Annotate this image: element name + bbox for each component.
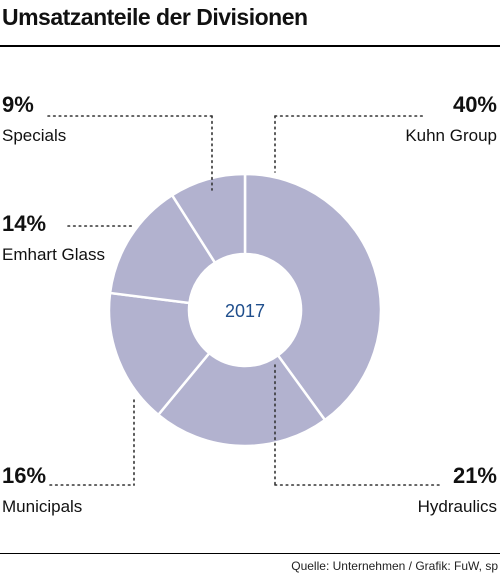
chart-title: Umsatzanteile der Divisionen bbox=[2, 4, 308, 30]
source-note: Quelle: Unternehmen / Grafik: FuW, sp bbox=[291, 559, 498, 573]
slice-value-emhart-glass: 14% bbox=[2, 211, 46, 236]
slice-label-emhart-glass: Emhart Glass bbox=[2, 245, 105, 264]
slice-value-specials: 9% bbox=[2, 92, 34, 117]
slice-label-specials: Specials bbox=[2, 126, 66, 145]
slice-label-hydraulics: Hydraulics bbox=[418, 497, 497, 516]
slice-value-kuhn-group: 40% bbox=[453, 92, 497, 117]
donut-slice-kuhn-group bbox=[243, 172, 383, 422]
title-divider bbox=[0, 45, 500, 47]
donut-slice-specials bbox=[170, 172, 247, 265]
donut-slice-hydraulics bbox=[156, 351, 327, 448]
slice-label-municipals: Municipals bbox=[2, 497, 82, 516]
footer-divider bbox=[0, 553, 500, 554]
slice-value-hydraulics: 21% bbox=[453, 463, 497, 488]
slice-label-kuhn-group: Kuhn Group bbox=[405, 126, 497, 145]
donut-slice-municipals bbox=[107, 291, 212, 417]
donut-center-label: 2017 bbox=[225, 301, 265, 321]
slice-value-municipals: 16% bbox=[2, 463, 46, 488]
